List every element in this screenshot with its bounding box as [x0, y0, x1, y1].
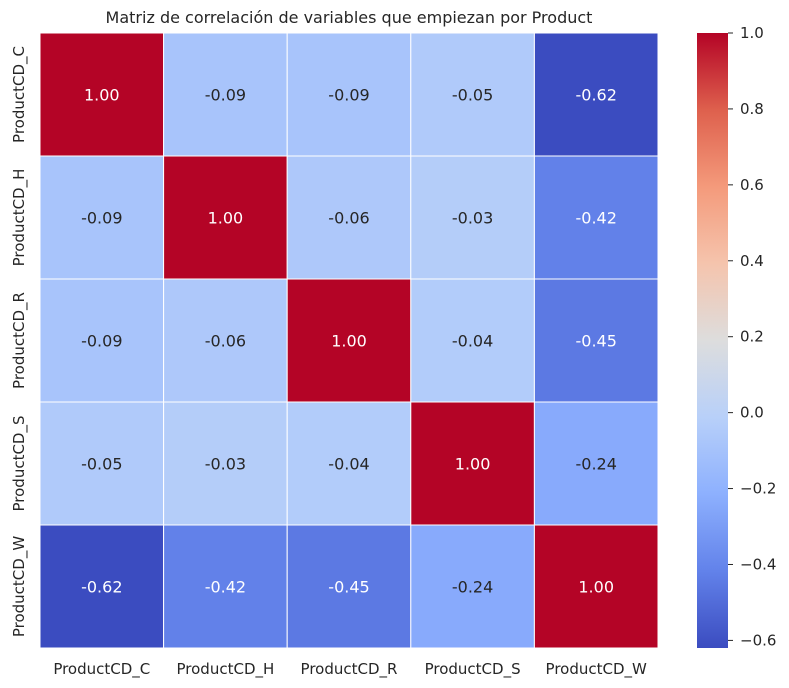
heatmap-cell [163, 278, 288, 403]
heatmap-cell [533, 401, 659, 526]
chart-title: Matriz de correlación de variables que e… [106, 8, 593, 27]
heatmap-cell [533, 32, 659, 157]
heatmap-cells [39, 32, 659, 649]
cell-value-label: -0.62 [81, 578, 122, 597]
heatmap-cell [286, 401, 412, 526]
y-tick-label: ProductCD_C [10, 46, 29, 143]
colorbar-tick-label: 0.0 [740, 404, 764, 422]
x-tick-label: ProductCD_H [177, 660, 275, 679]
cell-value-label: -0.03 [452, 209, 493, 228]
colorbar-tick-label: 0.8 [740, 100, 764, 118]
x-tick-label: ProductCD_R [301, 660, 398, 679]
cell-value-label: -0.24 [575, 455, 616, 474]
heatmap-cell-labels: 1.00 -0.09 -0.09 -0.05 -0.62 -0.09 1.00 -0.06 -0… [81, 86, 617, 597]
heatmap-cell [163, 524, 288, 649]
colorbar-tick-label: 1.0 [740, 24, 764, 42]
cell-value-label: -0.62 [575, 86, 616, 105]
y-tick-label: ProductCD_S [10, 416, 29, 512]
y-axis-tick-labels: ProductCD_C ProductCD_H ProductCD_R Product… [10, 46, 29, 637]
cell-value-label: 1.00 [208, 209, 244, 228]
colorbar-tick-label: −0.4 [740, 555, 776, 573]
cell-value-label: -0.09 [205, 86, 246, 105]
cell-value-label: -0.04 [452, 332, 493, 351]
heatmap-cell [286, 32, 412, 157]
heatmap-cell [39, 401, 165, 526]
cell-value-label: -0.05 [452, 86, 493, 105]
cell-value-label: -0.09 [328, 86, 369, 105]
colorbar-gradient [697, 33, 728, 648]
heatmap-cell [163, 401, 288, 526]
colorbar-tick-label: 0.4 [740, 252, 764, 270]
heatmap-cell [410, 32, 535, 157]
heatmap-cell [39, 524, 165, 649]
y-tick-label: ProductCD_W [10, 536, 29, 637]
colorbar-tick-label: 0.6 [740, 176, 764, 194]
cell-value-label: -0.03 [205, 455, 246, 474]
heatmap-cell [410, 401, 535, 526]
cell-value-label: -0.09 [81, 209, 122, 228]
colorbar-tick-label: 0.2 [740, 328, 764, 346]
colorbar-tick-label: −0.6 [740, 631, 776, 649]
y-tick-label: ProductCD_R [10, 292, 29, 389]
x-axis-tick-labels: ProductCD_C ProductCD_H ProductCD_R Product… [53, 660, 647, 679]
heatmap-cell [163, 32, 288, 157]
colorbar-tick-label: −0.2 [740, 480, 776, 498]
cell-value-label: -0.42 [205, 578, 246, 597]
cell-value-label: 1.00 [331, 332, 367, 351]
heatmap-cell [39, 32, 165, 157]
cell-value-label: -0.06 [205, 332, 246, 351]
cell-value-label: 1.00 [455, 455, 491, 474]
heatmap-cell [286, 155, 412, 280]
cell-value-label: -0.06 [328, 209, 369, 228]
heatmap-cell [533, 278, 659, 403]
x-tick-label: ProductCD_S [425, 660, 521, 679]
cell-value-label: 1.00 [578, 578, 614, 597]
cell-value-label: -0.24 [452, 578, 493, 597]
cell-value-label: -0.45 [575, 332, 616, 351]
heatmap-cell [533, 155, 659, 280]
cell-value-label: -0.04 [328, 455, 369, 474]
cell-value-label: -0.05 [81, 455, 122, 474]
y-tick-label: ProductCD_H [10, 169, 29, 267]
cell-value-label: -0.42 [575, 209, 616, 228]
cell-value-label: -0.45 [328, 578, 369, 597]
heatmap-cell [39, 155, 165, 280]
cell-value-label: -0.09 [81, 332, 122, 351]
cell-value-label: 1.00 [84, 86, 120, 105]
x-tick-label: ProductCD_W [546, 660, 647, 679]
heatmap-cell [410, 278, 535, 403]
heatmap-cell [286, 278, 412, 403]
heatmap-cell [286, 524, 412, 649]
heatmap-cell [533, 524, 659, 649]
colorbar: 1.0 0.8 0.6 0.4 0.2 0.0 −0.2 −0.4 −0.6 [697, 24, 776, 649]
x-tick-label: ProductCD_C [53, 660, 150, 679]
